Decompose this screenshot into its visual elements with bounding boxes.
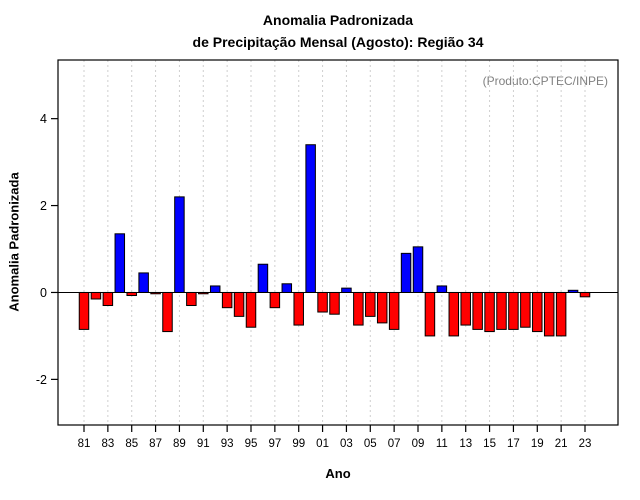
chart-title-line1: Anomalia Padronizada: [262, 12, 414, 28]
bar-2010: [424, 291, 436, 337]
x-tick-label: 21: [555, 438, 568, 450]
x-tick-label: 97: [268, 438, 281, 450]
y-tick-label: 2: [40, 199, 47, 213]
source-annotation: (Produto:CPTEC/INPE): [482, 74, 608, 88]
x-tick-label: 81: [78, 438, 91, 450]
x-tick-label: 91: [197, 438, 210, 450]
x-tick-label: 83: [101, 438, 114, 450]
y-tick-label: 4: [40, 112, 47, 126]
bar-1989: [174, 196, 185, 293]
bar-2011: [436, 285, 448, 293]
x-tick-label: 95: [245, 438, 258, 450]
chart-title-line2: de Precipitação Mensal (Agosto): Região …: [192, 34, 484, 50]
x-tick-label: 05: [364, 438, 377, 450]
x-tick-label: 13: [459, 438, 472, 450]
bar-1997: [269, 291, 281, 309]
x-tick-label: 17: [507, 438, 520, 450]
bar-2012: [448, 291, 460, 337]
bar-1998: [281, 283, 293, 293]
x-tick-label: 99: [292, 438, 305, 450]
bar-1994: [233, 291, 245, 317]
bar-2023: [579, 291, 591, 298]
bar-2020: [543, 291, 555, 337]
bar-2021: [555, 291, 567, 337]
x-tick-label: 93: [221, 438, 234, 450]
bar-2000: [305, 144, 316, 293]
bar-2007: [388, 291, 400, 330]
bar-2002: [329, 291, 340, 315]
bar-1984: [114, 233, 126, 293]
x-tick-label: 07: [388, 438, 401, 450]
bar-2016: [496, 291, 507, 330]
bar-1993: [221, 291, 233, 309]
bar-2013: [460, 291, 471, 326]
x-tick-label: 87: [149, 438, 162, 450]
bar-1990: [186, 291, 197, 307]
x-tick-label: 23: [579, 438, 592, 450]
bar-1988: [162, 291, 173, 333]
bar-1982: [90, 291, 102, 300]
bar-1996: [257, 263, 269, 293]
bar-2006: [376, 291, 388, 324]
x-tick-label: 15: [483, 438, 496, 450]
bar-1995: [245, 291, 257, 328]
x-tick-label: 03: [340, 438, 353, 450]
y-tick-label: 0: [40, 286, 47, 300]
bar-1981: [78, 291, 90, 330]
bar-1999: [293, 291, 304, 326]
x-tick-label: 09: [412, 438, 425, 450]
x-tick-label: 19: [531, 438, 544, 450]
bar-2017: [508, 291, 519, 330]
x-tick-label: 01: [316, 438, 329, 450]
bar-2005: [365, 291, 376, 317]
bar-2004: [353, 291, 364, 326]
bar-1983: [102, 291, 114, 307]
bar-2003: [341, 287, 352, 293]
y-tick-label: -2: [36, 373, 47, 387]
bar-2008: [400, 252, 412, 293]
bar-2019: [532, 291, 543, 333]
x-tick-label: 89: [173, 438, 186, 450]
bar-2001: [317, 291, 328, 313]
x-tick-label: 11: [436, 438, 448, 450]
bar-2014: [472, 291, 483, 330]
x-tick-label: 85: [125, 438, 138, 450]
plot-border: [57, 59, 619, 426]
bar-2015: [484, 291, 495, 333]
bar-2018: [520, 291, 531, 328]
bar-1992: [209, 285, 221, 293]
x-axis-label: Ano: [325, 466, 351, 481]
bar-2009: [412, 246, 424, 293]
bar-1986: [138, 272, 149, 293]
chart-title: Anomalia Padronizada de Precipitação Men…: [58, 9, 618, 53]
